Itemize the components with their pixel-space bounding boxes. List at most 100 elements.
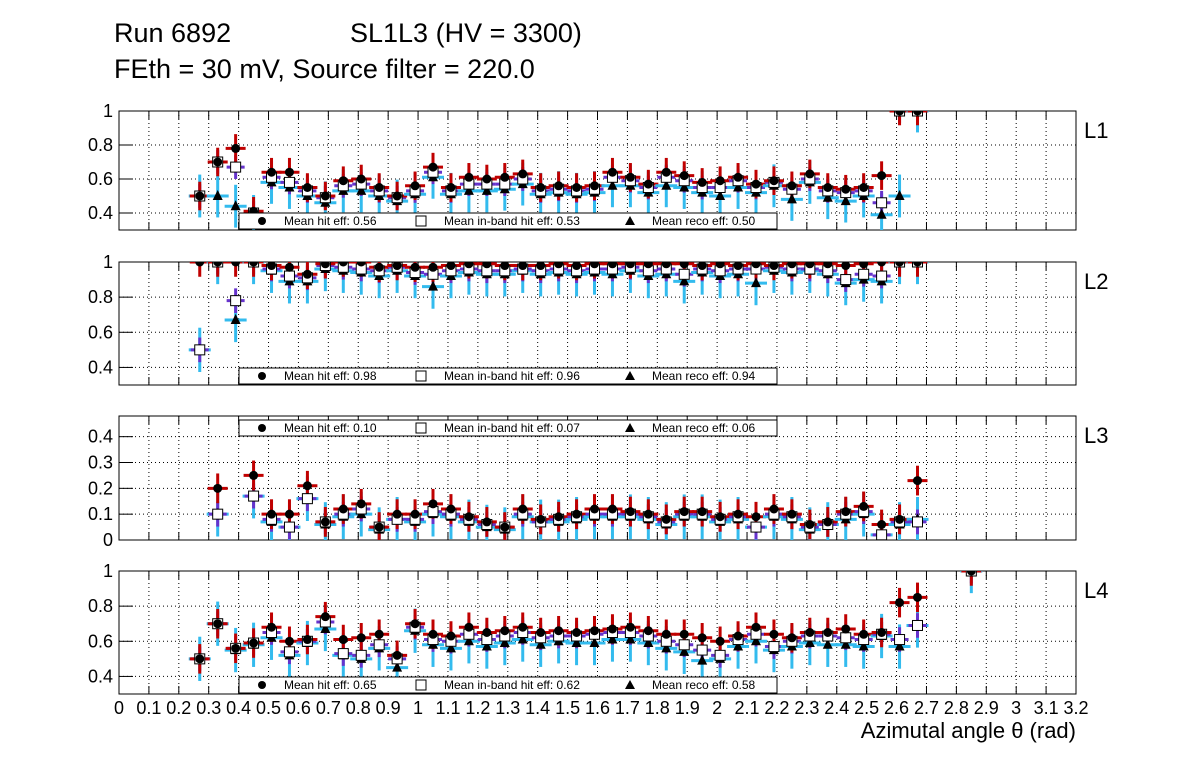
- hit-marker: [320, 612, 330, 622]
- hit-marker: [284, 636, 294, 646]
- panel-frame: [118, 570, 1077, 695]
- hit-marker: [590, 262, 600, 269]
- panel-frame: [118, 415, 1077, 541]
- hit-marker: [751, 512, 761, 522]
- reco-marker: [481, 184, 492, 195]
- x-tick-label: 0.8: [346, 698, 371, 718]
- reco-marker: [679, 645, 690, 656]
- inband-marker: [750, 521, 762, 533]
- hit-marker: [356, 499, 366, 509]
- hit-marker: [554, 626, 564, 636]
- reco-marker: [751, 635, 762, 646]
- hit-marker: [392, 650, 402, 660]
- chamber-label: SL1L3 (HV = 3300): [350, 18, 582, 48]
- hit-marker: [482, 262, 492, 269]
- legend-box: [238, 419, 778, 437]
- reco-marker: [643, 637, 654, 648]
- hit-marker: [661, 167, 671, 177]
- data-points: [188, 571, 983, 690]
- hit-marker: [428, 162, 438, 172]
- legend-reco-icon: [625, 423, 635, 432]
- legend-hit-label: Mean hit eff: 0.56: [284, 214, 377, 228]
- hit-marker: [751, 179, 761, 189]
- hit-marker: [625, 172, 635, 182]
- reco-marker: [320, 622, 331, 633]
- reco-marker: [463, 184, 474, 195]
- hit-marker: [231, 143, 241, 153]
- reco-marker: [840, 195, 851, 206]
- hit-marker: [428, 499, 438, 509]
- inband-marker: [840, 632, 852, 644]
- x-tick-label: 0.9: [376, 698, 401, 718]
- inband-marker: [911, 619, 923, 631]
- hit-marker: [877, 262, 887, 267]
- hit-marker: [482, 628, 492, 637]
- hit-marker: [625, 622, 635, 632]
- reco-marker: [607, 179, 618, 190]
- legend-box: [238, 367, 778, 385]
- hit-marker: [643, 509, 653, 519]
- hit-marker: [841, 262, 851, 271]
- hit-marker: [374, 629, 384, 639]
- settings-label: FEth = 30 mV, Source filter = 220.0: [114, 54, 535, 84]
- hit-marker: [374, 262, 384, 272]
- legend-l4: Mean hit eff: 0.65 Mean in-band hit eff: …: [238, 676, 778, 694]
- hit-marker: [464, 172, 474, 182]
- y-tick-label: 0.2: [88, 478, 113, 498]
- hit-marker: [572, 183, 582, 192]
- hit-marker: [446, 262, 456, 271]
- hit-marker: [769, 504, 779, 514]
- hit-marker: [536, 628, 546, 637]
- hit-marker: [859, 629, 869, 639]
- x-tick-label: 3: [1011, 698, 1021, 718]
- x-tick-label: 1.8: [645, 698, 670, 718]
- reco-marker: [804, 637, 815, 648]
- reco-marker: [571, 637, 582, 648]
- hit-marker: [267, 509, 277, 519]
- y-tick-label: 0.8: [88, 287, 113, 307]
- hit-marker: [195, 191, 205, 201]
- hit-marker: [590, 181, 600, 191]
- hit-marker: [895, 514, 905, 524]
- reco-marker: [212, 190, 223, 200]
- legend-l2: Mean hit eff: 0.98 Mean in-band hit eff: …: [238, 367, 778, 385]
- hit-marker: [805, 520, 815, 529]
- x-tick-label: 0.4: [226, 698, 251, 718]
- hit-marker: [697, 633, 707, 643]
- x-tick-label: 1: [413, 698, 423, 718]
- reco-marker: [876, 208, 887, 219]
- hit-marker: [715, 636, 725, 646]
- reco-marker: [715, 190, 726, 200]
- hit-marker: [267, 167, 277, 177]
- panel-name: L2: [1084, 269, 1108, 294]
- legend-inband-icon: [415, 215, 427, 227]
- hit-marker: [787, 509, 797, 519]
- x-tick-label: 2.4: [824, 698, 849, 718]
- y-tick-label: 0.6: [88, 322, 113, 342]
- hit-marker: [284, 262, 294, 272]
- hit-marker: [195, 262, 205, 267]
- reco-marker: [733, 181, 744, 192]
- hit-marker: [338, 262, 348, 267]
- hit-marker: [679, 262, 689, 269]
- legend-hit-icon: [258, 681, 266, 689]
- hit-marker: [823, 183, 833, 192]
- hit-marker: [284, 509, 294, 519]
- legend-reco-label: Mean reco eff: 0.94: [652, 369, 756, 383]
- hit-marker: [787, 181, 797, 191]
- panel-name: L3: [1084, 423, 1108, 448]
- x-tick-label: 2.8: [944, 698, 969, 718]
- reco-marker: [679, 181, 690, 192]
- hit-marker: [464, 262, 474, 269]
- hit-marker: [428, 262, 438, 272]
- reco-marker: [661, 642, 672, 653]
- reco-marker: [786, 193, 797, 204]
- reco-marker: [733, 640, 744, 651]
- panel-name: L1: [1084, 118, 1108, 143]
- x-tick-label: 0.2: [166, 698, 191, 718]
- reco-marker: [535, 638, 546, 649]
- hit-marker: [661, 262, 671, 269]
- hit-marker: [536, 262, 546, 271]
- hit-marker: [966, 571, 976, 576]
